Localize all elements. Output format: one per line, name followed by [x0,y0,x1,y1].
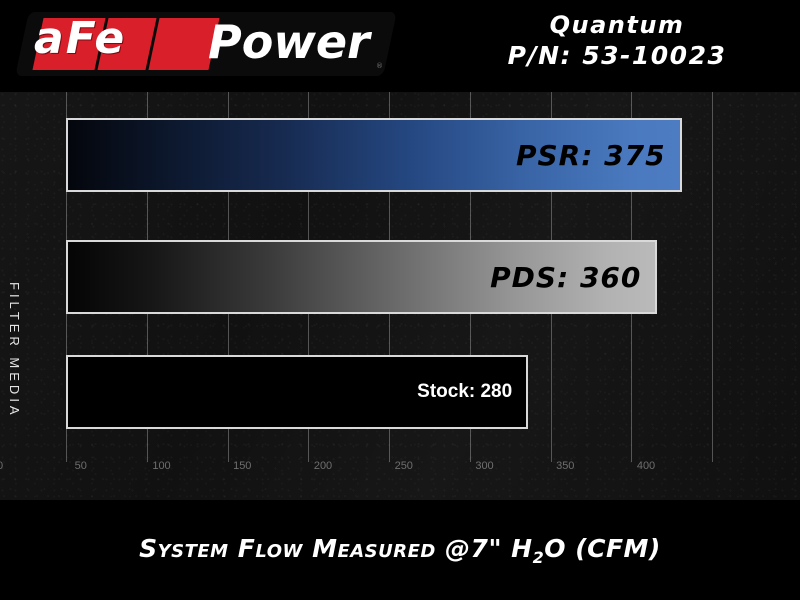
product-info: Quantum P/N: 53-10023 [452,10,782,72]
header-bar: aFe Power ® Quantum P/N: 53-10023 [0,0,800,92]
caption-part-2: O (CFM) [544,533,661,563]
x-tick-label-250: 250 [394,460,413,472]
chart-caption: System Flow Measured @7" H2O (CFM) [139,534,661,567]
x-tick-label-200: 200 [313,460,333,472]
bar-value-label-psr: PSR: 375 [515,138,666,172]
logo-power-text: Power [208,15,370,69]
caption-part-1: System Flow Measured @7" H [139,533,533,563]
x-tick-label-350: 350 [556,460,575,472]
logo-inner: aFe Power ® [22,12,390,76]
registered-trademark-icon: ® [376,62,383,70]
x-tick-label-300: 300 [475,460,494,472]
afe-power-logo: aFe Power ® [15,12,397,76]
plot-area: PSR: 375 PDS: 360 Stock: 280 [66,92,713,462]
product-line-name: Quantum [549,11,685,39]
bar-value-label-pds: PDS: 360 [490,260,642,294]
logo-afe-text: aFe [34,13,127,64]
chart-canvas: FILTER MEDIA PSR: 375 PDS: 360 Stock: 280 … [0,92,800,500]
part-number: P/N: 53-10023 [507,41,727,70]
x-tick-label-0: 0 [0,460,3,472]
x-tick-label-150: 150 [233,460,252,472]
x-axis-ticks: 0 50 100 150 200 250 300 350 400 [0,460,655,484]
caption-subscript: 2 [532,547,545,567]
bar-psr: PSR: 375 [66,118,682,192]
footer-bar: System Flow Measured @7" H2O (CFM) [0,500,800,600]
y-axis-label: FILTER MEDIA [7,282,22,419]
bar-stock: Stock: 280 [66,355,529,429]
bar-value-label-stock: Stock: 280 [417,381,513,402]
x-tick-label-400: 400 [636,460,656,472]
x-tick-label-100: 100 [152,460,171,472]
gridline-400 [712,92,713,462]
x-tick-label-50: 50 [74,460,87,472]
bar-pds: PDS: 360 [66,240,658,314]
